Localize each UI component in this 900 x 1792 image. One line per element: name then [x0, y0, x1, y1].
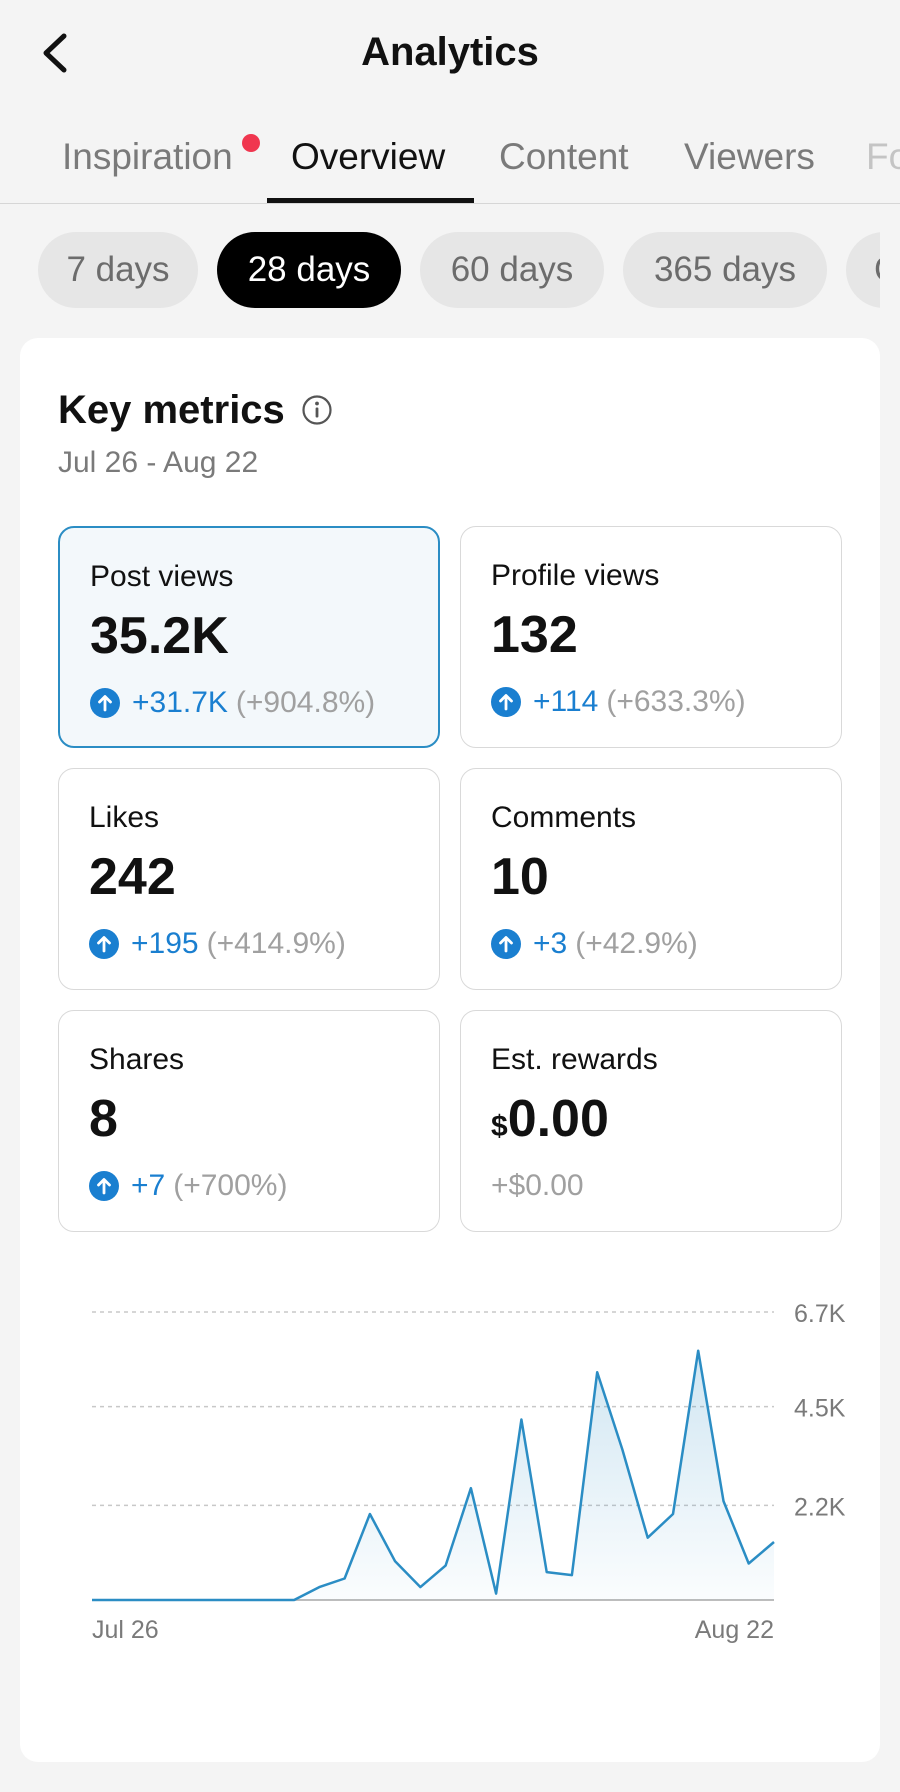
metric-label: Shares	[89, 1043, 185, 1076]
range-28-days[interactable]: 28 days	[217, 232, 401, 308]
metric-label: Est. rewards	[491, 1043, 658, 1076]
x-start-label: Jul 26	[92, 1616, 159, 1644]
post-views-chart[interactable]: 2.2K 4.5K 6.7K Jul 26 Aug 22	[60, 1268, 870, 1648]
metric-value: 132	[491, 606, 578, 664]
delta-percent: (+904.8%)	[235, 686, 376, 719]
tab-followers-partial[interactable]: Fo	[866, 136, 900, 177]
delta-absolute: +114	[533, 685, 599, 718]
metric-label: Profile views	[491, 559, 660, 592]
currency-symbol: $	[491, 1110, 508, 1143]
notification-dot	[242, 134, 260, 152]
metric-label: Post views	[90, 560, 234, 593]
delta-absolute: +31.7K	[132, 686, 228, 719]
date-range-selector: 7 days 28 days 60 days 365 days C	[0, 232, 880, 312]
active-tab-indicator	[267, 198, 474, 203]
range-7-days[interactable]: 7 days	[38, 232, 198, 308]
metric-label: Likes	[89, 801, 160, 834]
arrow-up-circle-icon	[491, 929, 521, 959]
range-60-days[interactable]: 60 days	[420, 232, 604, 308]
y-tick-label: 6.7K	[794, 1300, 846, 1328]
header: Analytics	[0, 0, 900, 110]
date-range-label: Jul 26 - Aug 22	[58, 446, 259, 479]
delta-absolute: +195	[131, 927, 199, 960]
arrow-up-circle-icon	[491, 687, 521, 717]
metric-comments[interactable]: Comments 10 +3 (+42.9%)	[460, 768, 842, 990]
tab-bar: Inspiration Overview Content Viewers Fo	[0, 110, 900, 204]
tab-overview[interactable]: Overview	[291, 136, 446, 177]
delta-percent: (+414.9%)	[206, 927, 346, 960]
range-365-days[interactable]: 365 days	[623, 232, 827, 308]
x-end-label: Aug 22	[695, 1616, 774, 1644]
metric-delta: +114 (+633.3%)	[491, 685, 746, 719]
metric-post-views[interactable]: Post views 35.2K +31.7K (+904.8%)	[58, 526, 440, 748]
y-tick-label: 2.2K	[794, 1493, 846, 1521]
delta-percent: (+700%)	[173, 1169, 288, 1202]
arrow-up-circle-icon	[90, 688, 120, 718]
metric-profile-views[interactable]: Profile views 132 +114 (+633.3%)	[460, 526, 842, 748]
metric-shares[interactable]: Shares 8 +7 (+700%)	[58, 1010, 440, 1232]
metric-likes[interactable]: Likes 242 +195 (+414.9%)	[58, 768, 440, 990]
tab-inspiration[interactable]: Inspiration	[62, 136, 233, 177]
metric-delta: +$0.00	[491, 1169, 584, 1203]
metric-value: 10	[491, 848, 549, 906]
metric-delta: +195 (+414.9%)	[89, 927, 346, 961]
arrow-up-circle-icon	[89, 1171, 119, 1201]
metric-value: 242	[89, 848, 176, 906]
key-metrics-title: Key metrics	[58, 388, 285, 432]
series-line	[92, 1349, 775, 1602]
tab-content[interactable]: Content	[499, 136, 629, 177]
delta-percent: (+633.3%)	[606, 685, 746, 718]
delta-absolute: +3	[533, 927, 568, 960]
metric-value: 8	[89, 1090, 118, 1148]
metric-value: 35.2K	[90, 607, 229, 665]
y-tick-label: 4.5K	[794, 1395, 846, 1423]
info-icon[interactable]	[301, 394, 333, 426]
delta-absolute: +$0.00	[491, 1169, 584, 1202]
range-custom-partial[interactable]: C	[846, 232, 880, 308]
metric-est-rewards[interactable]: Est. rewards $0.00 +$0.00	[460, 1010, 842, 1232]
metric-delta: +3 (+42.9%)	[491, 927, 698, 961]
tab-viewers[interactable]: Viewers	[684, 136, 815, 177]
arrow-up-circle-icon	[89, 929, 119, 959]
metric-label: Comments	[491, 801, 637, 834]
series-area	[92, 1350, 774, 1600]
rewards-amount: 0.00	[507, 1090, 609, 1148]
back-arrow-icon[interactable]	[36, 28, 80, 78]
delta-percent: (+42.9%)	[575, 927, 698, 960]
page-title: Analytics	[361, 30, 539, 74]
delta-absolute: +7	[131, 1169, 166, 1202]
key-metrics-card: Key metrics Jul 26 - Aug 22 Post views 3…	[20, 338, 880, 1762]
metric-delta: +31.7K (+904.8%)	[90, 686, 375, 720]
metric-value: $0.00	[491, 1089, 609, 1149]
metric-delta: +7 (+700%)	[89, 1169, 287, 1203]
